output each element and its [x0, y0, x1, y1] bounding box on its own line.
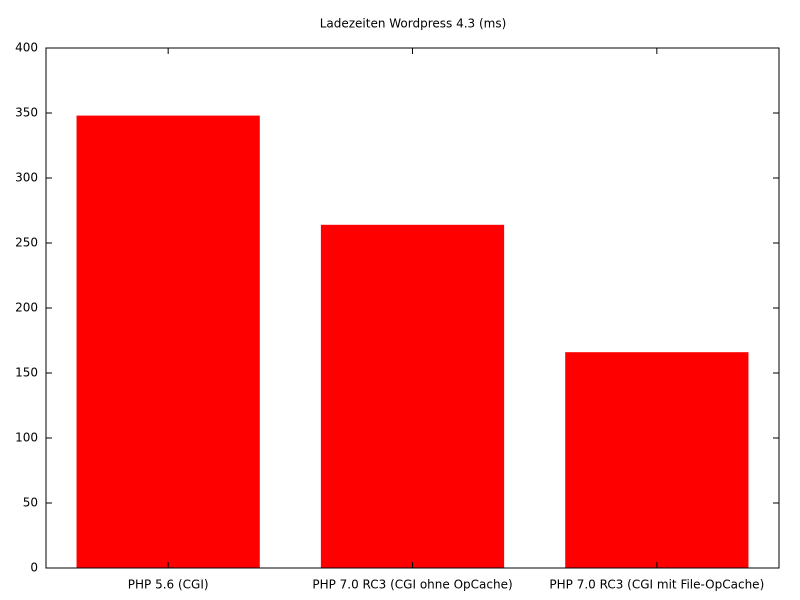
- y-tick-label: 150: [15, 366, 38, 380]
- x-tick-label: PHP 7.0 RC3 (CGI ohne OpCache): [312, 578, 512, 592]
- chart-title: Ladezeiten Wordpress 4.3 (ms): [320, 17, 507, 31]
- y-tick-label: 250: [15, 236, 38, 250]
- y-tick-label: 400: [15, 41, 38, 55]
- y-tick-label: 0: [30, 561, 38, 575]
- plot-border: [45, 47, 780, 569]
- x-tick-label: PHP 7.0 RC3 (CGI mit File-OpCache): [549, 578, 764, 592]
- y-tick-label: 200: [15, 301, 38, 315]
- x-tick-label: PHP 5.6 (CGI): [128, 578, 209, 592]
- y-tick-label: 350: [15, 106, 38, 120]
- y-tick-label: 100: [15, 431, 38, 445]
- bar: [565, 352, 749, 568]
- bar: [320, 224, 505, 569]
- bar: [76, 115, 260, 568]
- y-tick-label: 50: [23, 496, 38, 510]
- y-tick-label: 300: [15, 171, 38, 185]
